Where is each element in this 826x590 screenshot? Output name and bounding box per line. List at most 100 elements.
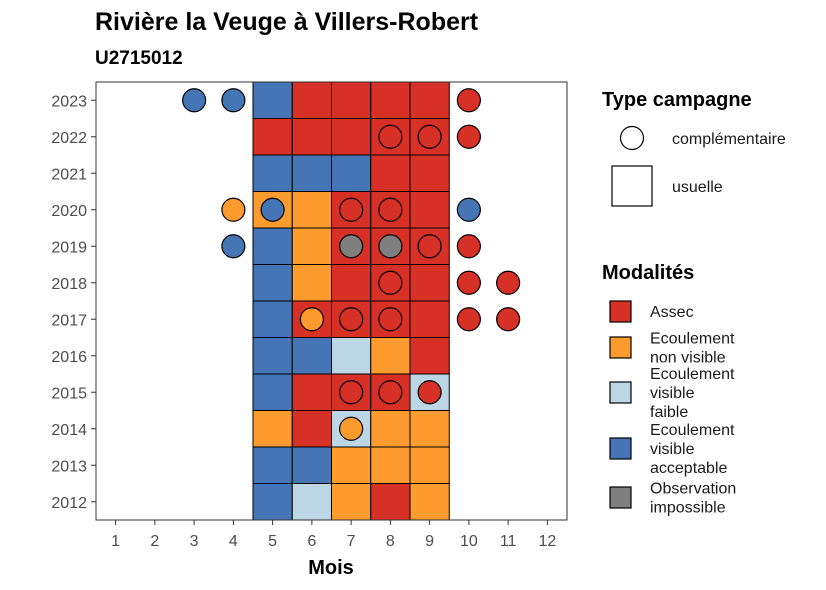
tile-2021-6-ecoulement-visible-acceptable [291,154,332,192]
tile-2023-6-assec [291,81,332,119]
tile-2018-9-assec [409,264,450,302]
point-2018-10-assec [456,270,481,295]
legend-label-ecoulement-visible-acceptable: Ecoulement visible acceptable [650,422,735,477]
plot-panel [95,81,568,521]
point-2023-3-ecoulement-visible-acceptable [182,88,207,113]
tile-2021-7-ecoulement-visible-acceptable [331,154,372,192]
y-tick-label-2015: 2015 [51,385,87,402]
point-2020-4-ecoulement-non-visible [221,197,246,222]
point-2020-8-assec [378,197,403,222]
y-tick-label-2022: 2022 [51,130,87,147]
tile-2015-5-ecoulement-visible-acceptable [252,373,293,411]
y-tick-label-2023: 2023 [51,93,87,110]
tile-2022-7-assec [331,118,372,156]
tile-2012-8-assec [370,483,411,521]
tile-2020-6-ecoulement-non-visible [291,191,332,229]
y-tick-label-2020: 2020 [51,203,87,220]
x-tick-label-8: 8 [386,533,395,550]
point-2019-10-assec [456,234,481,259]
point-2022-10-assec [456,124,481,149]
point-2015-8-assec [378,380,403,405]
legend-key-ecoulement-visible-faible [609,381,632,404]
x-axis-title: Mois [308,557,354,579]
x-tick-label-5: 5 [268,533,277,550]
tile-2019-5-ecoulement-visible-acceptable [252,227,293,265]
y-tick-label-2012: 2012 [51,495,87,512]
x-tick-label-12: 12 [538,533,556,550]
point-2020-7-assec [339,197,364,222]
tile-2014-6-assec [291,410,332,448]
tile-2016-6-ecoulement-visible-acceptable [291,337,332,375]
tile-2014-9-ecoulement-non-visible [409,410,450,448]
legend-key-usuelle [611,165,653,207]
tile-2023-5-ecoulement-visible-acceptable [252,81,293,119]
tile-2017-5-ecoulement-visible-acceptable [252,300,293,338]
legend-key-ecoulement-visible-acceptable [609,437,632,460]
x-tick-label-4: 4 [229,533,238,550]
y-tick-label-2018: 2018 [51,276,87,293]
y-tick-label-2017: 2017 [51,312,87,329]
point-2020-10-ecoulement-visible-acceptable [456,197,481,222]
x-axis: 1 2 3 4 5 6 7 8 9 10 11 12 [111,520,556,550]
tile-2012-5-ecoulement-visible-acceptable [252,483,293,521]
tile-2018-7-assec [331,264,372,302]
point-2023-4-ecoulement-visible-acceptable [221,88,246,113]
tile-2012-7-ecoulement-non-visible [331,483,372,521]
point-2018-8-assec [378,270,403,295]
point-2017-10-assec [456,307,481,332]
legend-label-ecoulement-non-visible: Ecoulement non visible [650,331,735,367]
tile-2021-5-ecoulement-visible-acceptable [252,154,293,192]
point-2019-9-assec [417,234,442,259]
tile-2013-6-ecoulement-visible-acceptable [291,446,332,484]
y-tick-label-2013: 2013 [51,458,87,475]
point-2015-7-assec [339,380,364,405]
legend-label-ecoulement-visible-faible: Ecoulement visible faible [650,366,735,421]
legend-key-ecoulement-non-visible [609,336,632,359]
tile-2016-8-ecoulement-non-visible [370,337,411,375]
legend-label-assec: Assec [650,304,694,321]
tile-2012-6-ecoulement-visible-faible [291,483,332,521]
point-2017-6-ecoulement-non-visible [299,307,324,332]
tile-2018-6-ecoulement-non-visible [291,264,332,302]
point-2019-8-observation-impossible [378,234,403,259]
tile-2021-8-assec [370,154,411,192]
tile-2016-9-assec [409,337,450,375]
point-2022-8-assec [378,124,403,149]
x-tick-label-1: 1 [111,533,120,550]
x-tick-label-3: 3 [190,533,199,550]
chart-title: Rivière la Veuge à Villers-Robert [95,8,479,36]
point-2019-7-observation-impossible [339,234,364,259]
x-tick-label-10: 10 [460,533,478,550]
x-tick-label-6: 6 [307,533,316,550]
panel-border [95,81,568,521]
point-2017-7-assec [339,307,364,332]
tile-2013-9-ecoulement-non-visible [409,446,450,484]
point-2015-9-assec [417,380,442,405]
tile-2018-5-ecoulement-visible-acceptable [252,264,293,302]
tile-2022-5-assec [252,118,293,156]
point-2014-7-ecoulement-non-visible [339,416,364,441]
legend-label-usuelle: usuelle [672,179,723,196]
point-2020-5-ecoulement-visible-acceptable [260,197,285,222]
point-2018-11-assec [496,270,521,295]
legend-key-complementaire [619,125,645,151]
tile-2020-9-assec [409,191,450,229]
point-2017-11-assec [496,307,521,332]
tile-2013-8-ecoulement-non-visible [370,446,411,484]
legend-key-assec [609,300,632,323]
legend-key-observation-impossible [609,486,632,509]
legend-campagne-title: Type campagne [602,89,752,111]
legend-modalites-title: Modalités [602,262,694,284]
point-2023-10-assec [456,88,481,113]
y-axis: 2012 2013 2014 2015 2016 2017 2018 2019 2020 2021… [51,93,96,512]
tile-2019-6-ecoulement-non-visible [291,227,332,265]
x-tick-label-2: 2 [150,533,159,550]
y-tick-label-2016: 2016 [51,349,87,366]
point-2022-9-assec [417,124,442,149]
tile-2017-9-assec [409,300,450,338]
tile-2014-8-ecoulement-non-visible [370,410,411,448]
legend-label-complementaire: complémentaire [672,131,786,148]
tile-2013-7-ecoulement-non-visible [331,446,372,484]
